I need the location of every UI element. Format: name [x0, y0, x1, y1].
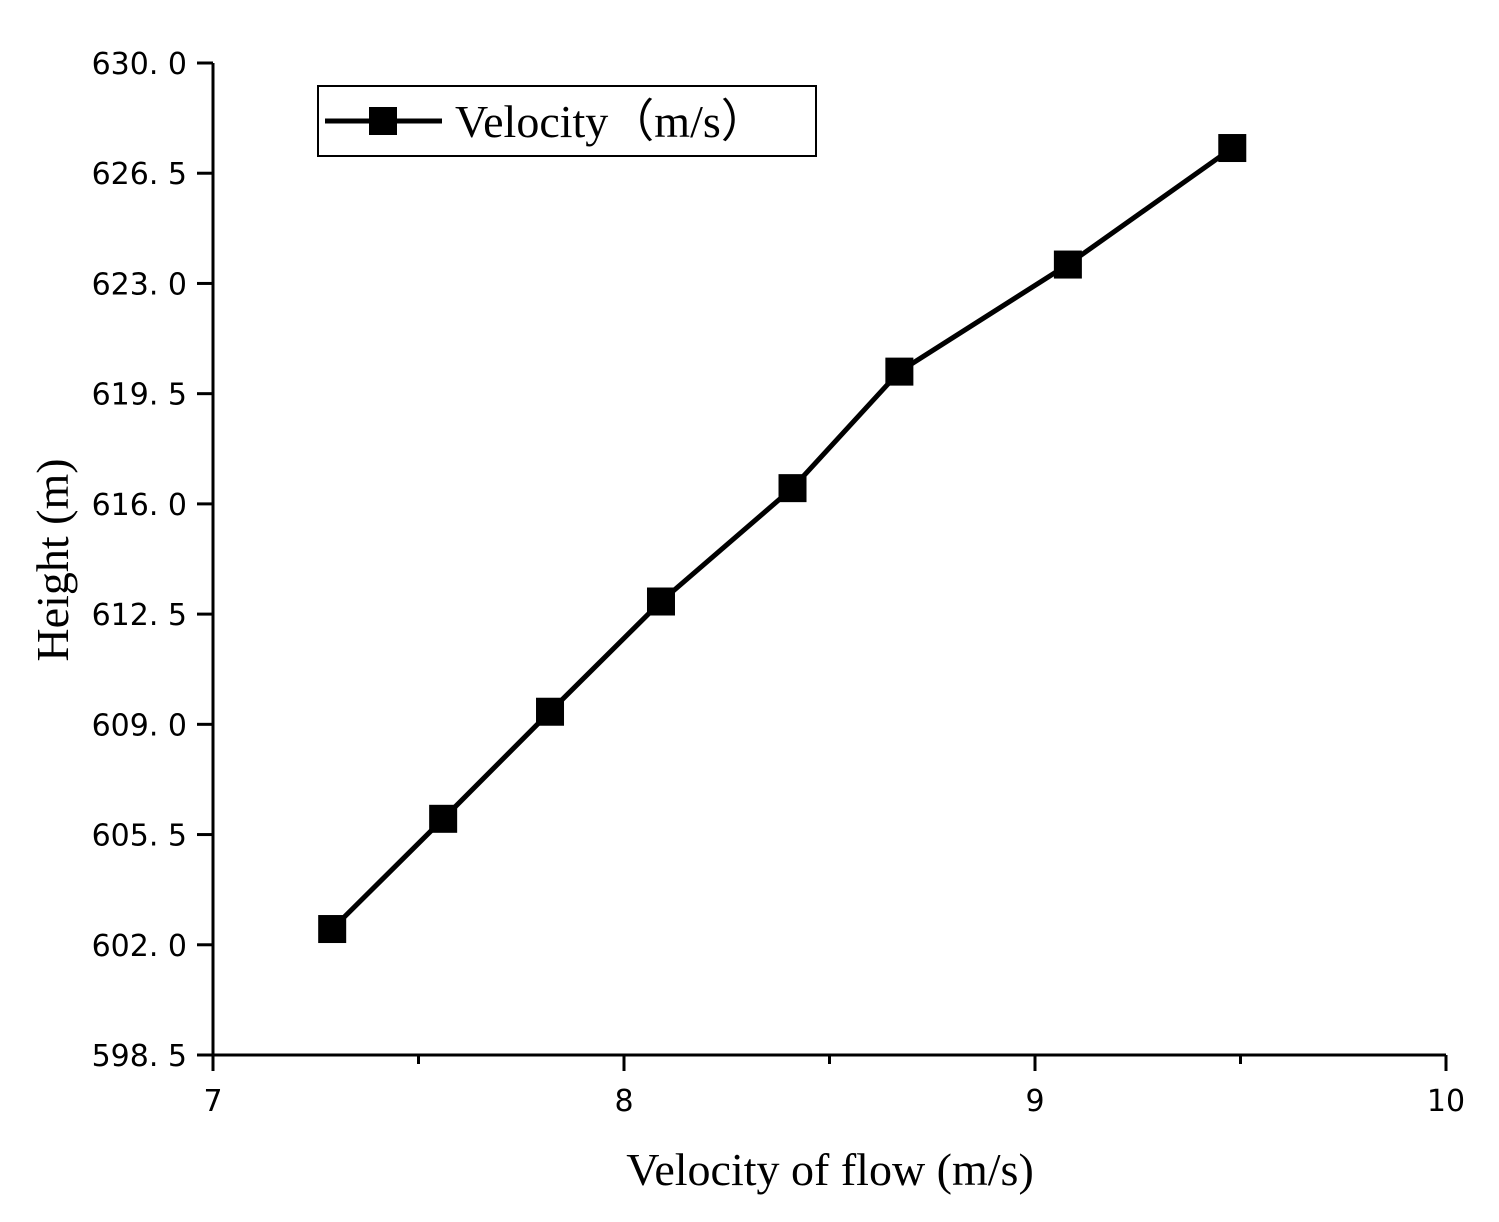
- series-layer: [318, 134, 1247, 944]
- y-tick-label: 619. 5: [92, 378, 187, 413]
- data-point: [1053, 250, 1082, 279]
- y-tick-label: 605. 5: [92, 819, 187, 854]
- legend-marker-sample: [369, 107, 397, 135]
- y-tick-label: 623. 0: [92, 267, 187, 302]
- y-tick-label: 626. 5: [92, 157, 187, 192]
- y-tick-label: 616. 0: [92, 488, 187, 523]
- y-tick-label: 602. 0: [92, 929, 187, 964]
- y-tick-label: 630. 0: [92, 47, 187, 82]
- legend-label: Velocity（m/s）: [455, 96, 767, 147]
- x-tick-label: 9: [1025, 1084, 1044, 1119]
- data-point: [646, 587, 675, 616]
- x-tick-label: 8: [614, 1084, 633, 1119]
- y-tick-label: 609. 0: [92, 708, 187, 743]
- axes: 598. 5 602. 0 605. 5 609. 0 612. 5 616. 0 619.…: [92, 47, 1466, 1119]
- y-tick-label: 598. 5: [92, 1039, 187, 1074]
- data-point: [1218, 134, 1247, 163]
- data-point: [536, 697, 565, 726]
- x-tick-label: 7: [203, 1084, 222, 1119]
- series-line: [330, 145, 1234, 931]
- y-tick-label: 612. 5: [92, 598, 187, 633]
- y-axis-title: Height (m): [27, 458, 78, 661]
- data-point: [885, 357, 914, 386]
- data-point: [318, 915, 347, 944]
- legend: Velocity（m/s）: [317, 85, 817, 157]
- x-tick-label: 10: [1427, 1084, 1465, 1119]
- data-point: [429, 804, 458, 833]
- data-point: [778, 474, 807, 503]
- x-axis-title: Velocity of flow (m/s): [626, 1144, 1034, 1195]
